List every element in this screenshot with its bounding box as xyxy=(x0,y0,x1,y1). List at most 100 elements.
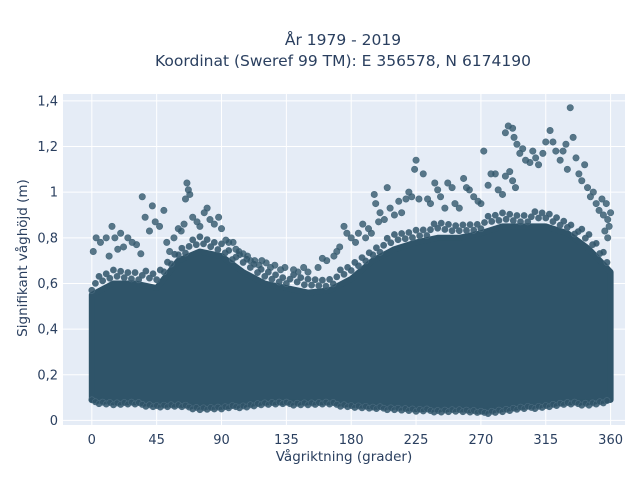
data-point xyxy=(602,200,610,208)
data-point xyxy=(398,209,406,217)
data-point xyxy=(463,227,470,234)
data-point xyxy=(132,241,140,249)
data-point xyxy=(488,218,496,225)
data-point xyxy=(427,226,434,234)
data-point xyxy=(343,229,351,237)
data-point xyxy=(167,260,175,268)
data-point xyxy=(383,184,391,192)
data-point xyxy=(510,133,518,141)
data-point xyxy=(207,243,215,251)
data-point xyxy=(437,219,445,227)
x-tick-label: 0 xyxy=(88,433,96,448)
x-tick-label: 135 xyxy=(274,433,299,448)
data-point xyxy=(151,218,159,226)
data-point xyxy=(491,211,499,219)
data-point xyxy=(141,213,149,221)
y-tick-label: 0,4 xyxy=(37,323,58,338)
data-point xyxy=(376,248,384,256)
data-point xyxy=(495,217,503,224)
data-point xyxy=(499,190,507,198)
data-point xyxy=(200,240,207,248)
data-point xyxy=(509,124,517,132)
data-point xyxy=(347,267,355,274)
data-point xyxy=(455,204,463,212)
data-point xyxy=(527,213,535,221)
data-point xyxy=(138,271,146,279)
data-point xyxy=(441,204,449,212)
data-point xyxy=(452,222,460,230)
data-point xyxy=(375,218,383,226)
data-point xyxy=(315,282,323,290)
data-point xyxy=(592,200,600,208)
data-point xyxy=(566,104,574,112)
data-point xyxy=(373,244,380,252)
data-point xyxy=(538,209,546,217)
data-point xyxy=(401,235,409,243)
data-point xyxy=(145,227,153,235)
data-point xyxy=(575,170,583,178)
data-point xyxy=(163,238,171,246)
x-tick-label: 225 xyxy=(404,433,429,448)
data-point xyxy=(578,177,586,185)
data-point xyxy=(117,229,125,237)
data-point xyxy=(501,129,509,137)
x-tick-label: 90 xyxy=(213,433,230,448)
data-point xyxy=(177,227,185,235)
data-point xyxy=(206,216,214,224)
data-point xyxy=(329,280,337,288)
data-point xyxy=(506,168,514,176)
data-point xyxy=(95,272,103,280)
data-point xyxy=(437,193,445,201)
data-point xyxy=(261,272,269,280)
data-point xyxy=(354,229,362,237)
data-point xyxy=(293,278,301,286)
data-point xyxy=(569,133,577,141)
data-point xyxy=(499,209,506,217)
data-point xyxy=(268,275,276,283)
data-point xyxy=(578,225,586,233)
data-point xyxy=(426,200,434,208)
data-point xyxy=(542,138,550,146)
data-point xyxy=(434,224,442,232)
x-axis-title: Vågriktning (grader) xyxy=(276,448,413,465)
data-point xyxy=(531,208,539,216)
data-point xyxy=(311,276,319,284)
data-point xyxy=(589,188,597,196)
data-point xyxy=(102,270,110,278)
data-point xyxy=(465,186,473,194)
data-point xyxy=(416,232,424,240)
data-point xyxy=(192,241,200,249)
data-point xyxy=(323,257,331,265)
data-point xyxy=(367,229,375,237)
data-point xyxy=(203,236,211,243)
data-point xyxy=(300,281,308,289)
data-point xyxy=(251,257,259,265)
data-point xyxy=(390,211,398,219)
chart-title-line-1: År 1979 - 2019 xyxy=(285,30,401,49)
data-point xyxy=(484,181,492,189)
x-tick-label: 270 xyxy=(468,433,493,448)
x-tick-label: 180 xyxy=(339,433,364,448)
data-point xyxy=(391,231,398,238)
data-point xyxy=(603,397,611,405)
tick-labels: 0 45 90 135 180 225 270 315 360 0 0,2 0,4 0,6 0,8 1 1,2… xyxy=(37,94,623,448)
data-point xyxy=(111,234,119,242)
data-point xyxy=(120,243,128,251)
data-point xyxy=(470,226,478,234)
data-point xyxy=(128,275,135,283)
data-point xyxy=(553,214,560,222)
data-point xyxy=(99,277,107,285)
data-point xyxy=(517,218,524,226)
y-axis-title: Signifikant våghöjd (m) xyxy=(14,179,31,337)
data-point xyxy=(149,270,157,278)
data-point xyxy=(275,278,283,286)
data-point xyxy=(210,238,218,246)
data-point xyxy=(203,204,211,212)
data-point xyxy=(153,276,161,284)
data-point xyxy=(408,193,416,201)
data-point xyxy=(603,259,611,266)
data-point xyxy=(394,236,402,244)
data-point xyxy=(314,263,322,271)
data-point xyxy=(572,154,580,162)
data-point xyxy=(196,233,204,241)
